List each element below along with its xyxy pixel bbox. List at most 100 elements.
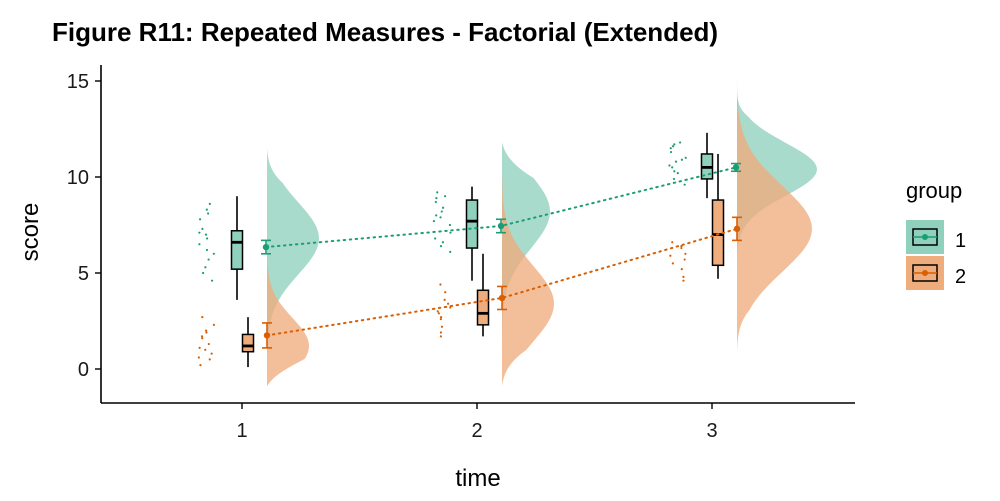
data-point: [208, 358, 211, 361]
legend-label-1: 1: [955, 230, 966, 252]
x-tick-label: 1: [236, 420, 247, 442]
data-point: [678, 141, 682, 144]
data-point: [676, 172, 679, 175]
y-tick-label: 0: [78, 359, 89, 381]
data-point: [205, 248, 209, 252]
y-tick-label: 15: [67, 71, 89, 93]
y-tick-label: 10: [67, 167, 89, 189]
data-point: [682, 279, 685, 282]
data-point: [432, 220, 436, 223]
data-point: [205, 331, 208, 334]
data-point: [440, 325, 444, 328]
data-point: [682, 275, 685, 278]
data-point: [199, 364, 202, 367]
data-point: [206, 237, 209, 240]
y-axis-title: score: [17, 203, 44, 262]
data-point: [210, 279, 214, 282]
data-point: [439, 317, 442, 321]
data-point: [443, 195, 447, 198]
mean-point: [497, 222, 505, 230]
x-tick-label: 2: [471, 420, 482, 442]
data-point: [200, 335, 204, 338]
data-point: [684, 252, 687, 255]
boxplot-box: [241, 333, 255, 353]
legend-key-dot-2: [922, 270, 928, 276]
data-point: [684, 156, 687, 159]
boxplot-box: [465, 199, 479, 249]
boxplot-box: [230, 230, 244, 270]
boxplot-box: [476, 289, 490, 326]
data-point: [205, 329, 208, 332]
plot-area: [197, 73, 817, 387]
data-point: [669, 147, 672, 150]
data-point: [439, 216, 442, 219]
mean-point: [732, 164, 740, 171]
density-cloud-group-2-time-3: [737, 73, 812, 352]
density-cloud-group-2-time-1: [267, 203, 309, 387]
data-point: [204, 233, 208, 236]
data-point: [671, 145, 675, 148]
data-point: [669, 150, 673, 154]
data-point: [673, 143, 676, 146]
data-point: [198, 346, 201, 349]
data-point: [443, 298, 446, 301]
data-point: [440, 316, 443, 319]
data-point: [680, 158, 684, 161]
data-point: [680, 246, 683, 250]
x-tick-label: 3: [706, 420, 717, 442]
data-point: [437, 312, 440, 315]
mean-line-group-2: [266, 227, 738, 337]
mean-point: [263, 332, 271, 339]
data-point: [671, 166, 674, 169]
data-point: [669, 254, 672, 257]
data-point: [201, 227, 204, 230]
data-point: [212, 252, 215, 255]
data-point: [439, 245, 443, 248]
density-cloud-group-2-time-2: [502, 142, 554, 387]
data-point: [441, 206, 445, 209]
data-point: [198, 218, 202, 221]
data-point: [205, 208, 208, 211]
mean-point: [498, 294, 506, 302]
legend: group 1 2: [906, 178, 966, 290]
data-point: [439, 283, 442, 286]
data-point: [435, 197, 438, 200]
data-point: [198, 231, 201, 234]
mean-line-group-1: [265, 166, 737, 249]
data-point: [207, 258, 210, 261]
data-point: [207, 342, 210, 346]
chart-title: Figure R11: Repeated Measures - Factoria…: [52, 17, 718, 47]
density-cloud-group-1-time-2: [502, 142, 550, 381]
data-point: [444, 291, 447, 294]
data-point: [671, 262, 674, 265]
legend-key-dot-1: [922, 234, 928, 240]
data-point: [683, 258, 686, 261]
data-point: [436, 191, 439, 194]
data-point: [206, 212, 210, 215]
data-point: [204, 348, 207, 351]
data-point: [436, 310, 439, 313]
data-point: [440, 210, 443, 213]
legend-keys: [906, 220, 944, 290]
data-point: [439, 335, 443, 338]
density-cloud-group-1-time-3: [737, 90, 817, 264]
data-point: [197, 356, 200, 359]
data-point: [202, 271, 205, 275]
data-point: [441, 241, 445, 244]
mean-point: [262, 243, 270, 251]
data-point: [210, 352, 213, 355]
data-point: [683, 183, 686, 186]
data-point: [201, 337, 204, 340]
data-point: [208, 202, 211, 205]
legend-title: group: [906, 178, 962, 203]
data-point: [680, 268, 683, 271]
data-point: [439, 331, 442, 334]
data-point: [434, 200, 437, 204]
data-point: [674, 160, 678, 163]
legend-label-2: 2: [955, 266, 966, 288]
data-point: [204, 266, 207, 269]
x-axis-title: time: [455, 465, 500, 492]
data-point: [673, 170, 676, 173]
data-point: [449, 231, 452, 234]
